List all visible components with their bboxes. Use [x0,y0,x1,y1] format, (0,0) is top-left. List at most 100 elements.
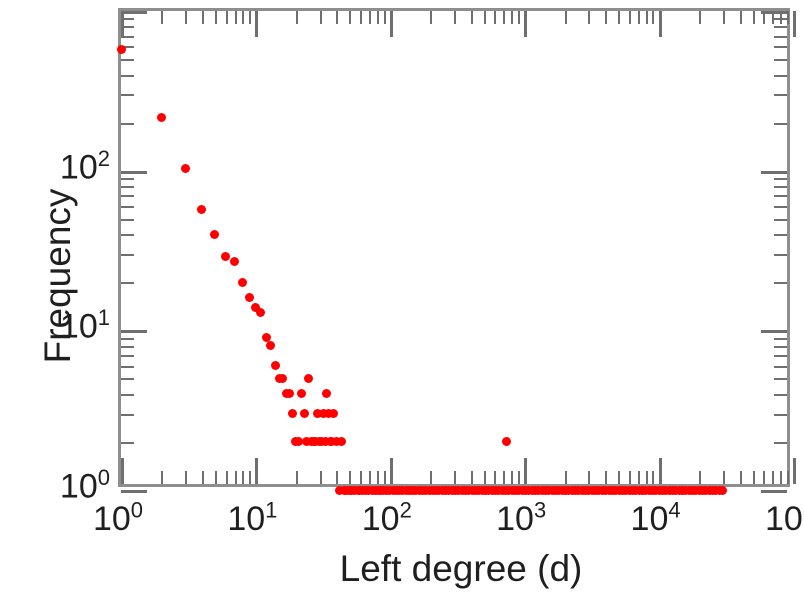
data-point [244,293,254,303]
x-minor-tick [652,471,655,484]
data-point [250,302,260,312]
x-minor-tick [564,471,567,484]
x-minor-tick-top [786,11,789,24]
x-major-tick [658,458,662,484]
y-minor-tick-right [774,441,787,444]
y-minor-tick-right [774,218,787,221]
y-tick-label: 100 [59,465,110,506]
x-minor-tick [368,471,371,484]
x-major-tick-top [121,11,124,37]
data-point [304,373,314,383]
y-major-tick [121,170,147,174]
y-minor-tick [121,355,134,358]
x-tick-label: 102 [361,497,412,538]
data-point [299,409,309,419]
data-point [296,389,306,399]
data-point [331,437,341,447]
x-tick-label: 101 [227,497,278,538]
x-minor-tick-top [161,11,164,24]
y-minor-tick [121,282,134,285]
x-minor-tick [772,471,775,484]
data-point [502,437,512,447]
x-minor-tick [618,471,621,484]
x-minor-tick [470,471,473,484]
data-point [278,373,288,383]
data-point [156,113,166,123]
x-minor-tick [359,471,362,484]
x-major-tick-top [255,11,259,37]
x-minor-tick [242,471,245,484]
y-minor-tick [121,186,134,189]
x-minor-tick [234,471,237,484]
x-minor-tick-top [588,11,591,24]
x-minor-tick [249,471,252,484]
x-minor-tick [383,471,386,484]
x-minor-tick [295,471,298,484]
y-tick-label: 101 [59,305,110,346]
data-point [302,437,311,447]
y-minor-tick [121,46,134,49]
x-minor-tick-top [319,11,322,24]
x-minor-tick-top [430,11,433,24]
y-minor-tick [121,413,134,416]
y-minor-tick [121,94,134,97]
y-major-tick [121,490,147,493]
x-minor-tick [645,471,648,484]
x-major-tick-top [658,11,662,37]
data-point [337,437,347,447]
x-tick-label: 105 [764,499,804,538]
x-minor-tick-top [605,11,608,24]
y-minor-tick [121,218,134,221]
x-minor-tick-top [618,11,621,24]
data-point [313,409,323,419]
y-minor-tick [121,18,134,21]
y-minor-tick-right [774,345,787,348]
data-point [285,389,295,399]
x-major-tick-top [524,11,528,37]
x-minor-tick-top [349,11,352,24]
y-minor-tick [121,378,134,381]
x-minor-tick-top [518,11,521,24]
y-minor-tick-right [774,413,787,416]
x-minor-tick [739,471,742,484]
x-minor-tick-top [225,11,228,24]
x-minor-tick [699,471,702,484]
x-minor-tick [214,471,217,484]
y-minor-tick-right [774,365,787,368]
y-minor-tick-right [774,94,787,97]
x-major-tick-top [793,11,796,37]
data-point [180,164,190,174]
x-minor-tick [336,471,339,484]
x-minor-tick [637,471,640,484]
x-minor-tick [511,471,514,484]
y-minor-tick-right [774,18,787,21]
x-minor-tick-top [628,11,631,24]
y-minor-tick-right [774,74,787,77]
x-minor-tick-top [201,11,204,24]
x-minor-tick [376,471,379,484]
y-major-tick-right [761,170,787,174]
data-point [718,485,728,495]
y-minor-tick [121,177,134,180]
y-tick-label: 102 [59,145,110,187]
data-point [294,437,304,447]
x-minor-tick [588,471,591,484]
data-point [210,229,220,239]
x-minor-tick [494,471,497,484]
x-minor-tick-top [494,11,497,24]
y-minor-tick-right [774,355,787,358]
x-minor-tick [786,471,789,484]
x-minor-tick-top [453,11,456,24]
y-minor-tick-right [774,35,787,38]
x-minor-tick-top [368,11,371,24]
x-minor-tick-top [763,11,766,24]
x-minor-tick-top [772,11,775,24]
x-minor-tick [161,471,164,484]
x-minor-tick-top [511,11,514,24]
x-major-tick [255,458,259,484]
x-minor-tick-top [564,11,567,24]
x-minor-tick [453,471,456,484]
x-minor-tick [319,471,322,484]
x-minor-tick [185,471,188,484]
data-point [116,45,126,55]
